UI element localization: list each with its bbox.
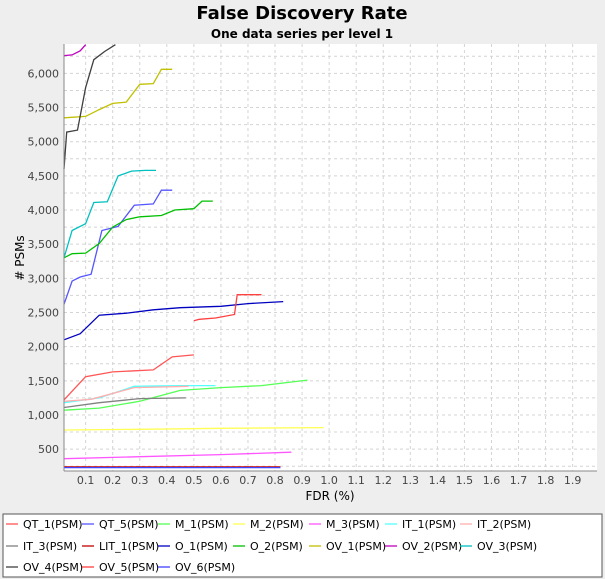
x-tick-label: 1.6 (483, 474, 501, 487)
y-tick-label: 4,500 (28, 170, 60, 183)
series-line-ov-1-psm (63, 68, 173, 119)
series-line-m-1-psm (63, 379, 308, 411)
series-line-qt-5-psm (63, 189, 173, 305)
series-line-o-1-psm (63, 300, 284, 341)
x-tick-label: 1.2 (375, 474, 393, 487)
x-tick-label: 0.8 (266, 474, 284, 487)
series-line-ov-5-psm (193, 294, 262, 322)
chart-subtitle: One data series per level 1 (211, 27, 393, 41)
series-line-ov-4-psm (63, 44, 116, 170)
series-line-ov-3-psm (63, 169, 156, 258)
legend-label-it-1-psm: IT_1(PSM) (402, 518, 456, 531)
x-tick-label: 1.8 (537, 474, 555, 487)
series-line-ov-2-psm (63, 44, 87, 57)
legend-label-qt-5-psm: QT_5(PSM) (99, 518, 159, 531)
x-tick-label: 1.4 (429, 474, 447, 487)
y-tick-label: 3,000 (28, 272, 60, 285)
legend-label-o-1-psm: O_1(PSM) (175, 540, 228, 553)
plot-area (64, 44, 597, 471)
y-tick-label: 2,500 (28, 306, 60, 319)
legend-label-lit-1-psm: LIT_1(PSM) (99, 540, 159, 553)
legend-label-it-3-psm: IT_3(PSM) (23, 540, 77, 553)
chart-title: False Discovery Rate (196, 3, 407, 24)
x-tick-label: 0.1 (77, 474, 95, 487)
y-tick-label: 6,000 (28, 67, 60, 80)
tick-labels: 0.1 0.2 0.3 0.4 0.5 0.6 0.7 0.8 0.9 1.0 1.1 1.2 1.3 1… (28, 67, 582, 487)
x-tick-label: 1.0 (320, 474, 338, 487)
x-tick-label: 0.6 (212, 474, 230, 487)
legend-label-m-1-psm: M_1(PSM) (175, 518, 229, 531)
series-line-m-3-psm (63, 451, 292, 460)
legend-label-m-2-psm: M_2(PSM) (250, 518, 304, 531)
x-tick-label: 1.3 (402, 474, 420, 487)
x-tick-label: 1.9 (564, 474, 582, 487)
series-line-it-3-psm (63, 397, 186, 409)
legend-label-it-2-psm: IT_2(PSM) (477, 518, 531, 531)
y-tick-label: 2,000 (28, 341, 60, 354)
x-tick-label: 1.7 (510, 474, 528, 487)
legend-label-m-3-psm: M_3(PSM) (326, 518, 380, 531)
y-axis-label: # PSMs (13, 235, 27, 280)
y-tick-label: 5,000 (28, 136, 60, 149)
y-tick-label: 5,500 (28, 102, 60, 115)
series-line-m-2-psm (63, 426, 324, 431)
series-group (63, 44, 324, 469)
legend-box (2, 513, 603, 578)
x-tick-label: 0.3 (131, 474, 149, 487)
x-tick-label: 0.9 (293, 474, 311, 487)
series-line-it-2-psm (63, 385, 189, 402)
legend-label-ov-3-psm: OV_3(PSM) (477, 540, 537, 553)
x-tick-label: 0.7 (239, 474, 257, 487)
y-tick-label: 4,000 (28, 204, 60, 217)
legend: QT_1(PSM) QT_5(PSM) M_1(PSM) M_2(PSM) M_3(PS… (6, 518, 537, 574)
x-tick-label: 0.5 (185, 474, 203, 487)
x-tick-label: 1.1 (347, 474, 365, 487)
x-tick-label: 0.2 (104, 474, 122, 487)
y-tick-label: 500 (38, 443, 59, 456)
legend-label-ov-5-psm: OV_5(PSM) (99, 561, 159, 574)
legend-label-ov-6-psm: OV_6(PSM) (175, 561, 235, 574)
series-line-qt-1-psm (63, 354, 194, 401)
x-tick-label: 0.4 (158, 474, 176, 487)
series-line-o-2-psm (63, 200, 213, 259)
legend-label-ov-4-psm: OV_4(PSM) (23, 561, 83, 574)
legend-label-ov-2-psm: OV_2(PSM) (402, 540, 462, 553)
legend-label-qt-1-psm: QT_1(PSM) (23, 518, 83, 531)
x-tick-label: 1.5 (456, 474, 474, 487)
y-tick-label: 1,500 (28, 375, 60, 388)
grid-lines (64, 44, 597, 471)
x-axis-label: FDR (%) (305, 489, 354, 503)
legend-label-o-2-psm: O_2(PSM) (250, 540, 303, 553)
legend-label-ov-1-psm: OV_1(PSM) (326, 540, 386, 553)
y-tick-label: 3,500 (28, 238, 60, 251)
y-tick-label: 1,000 (28, 409, 60, 422)
